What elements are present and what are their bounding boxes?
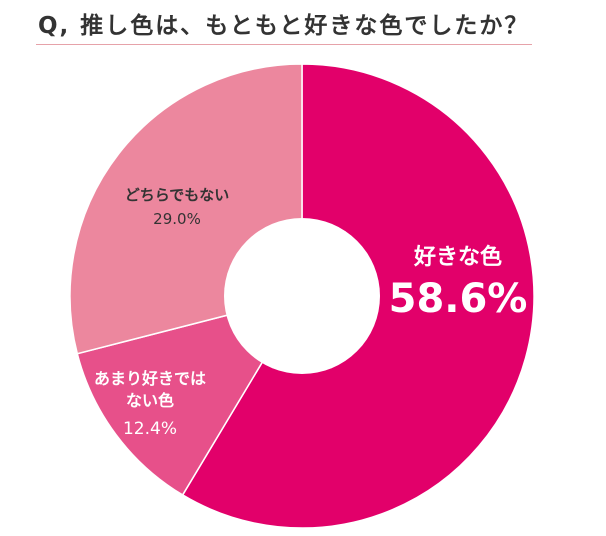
slice-value-1: 12.4%: [123, 419, 177, 439]
slice-value-0: 58.6%: [389, 276, 528, 322]
slice-label-0-line-0: 好きな色: [413, 244, 502, 270]
donut-hole: [224, 218, 380, 374]
slice-value-2: 29.0%: [153, 210, 201, 228]
title-divider: [36, 44, 532, 45]
slice-label-1-line-1: ない色: [126, 391, 174, 410]
slice-label-1-line-0: あまり好きでは: [94, 369, 206, 388]
slice-label-2-line-0: どちらでもない: [125, 186, 230, 204]
chart-title: Q, 推し色は、もともと好きな色でしたか？: [38, 13, 530, 39]
